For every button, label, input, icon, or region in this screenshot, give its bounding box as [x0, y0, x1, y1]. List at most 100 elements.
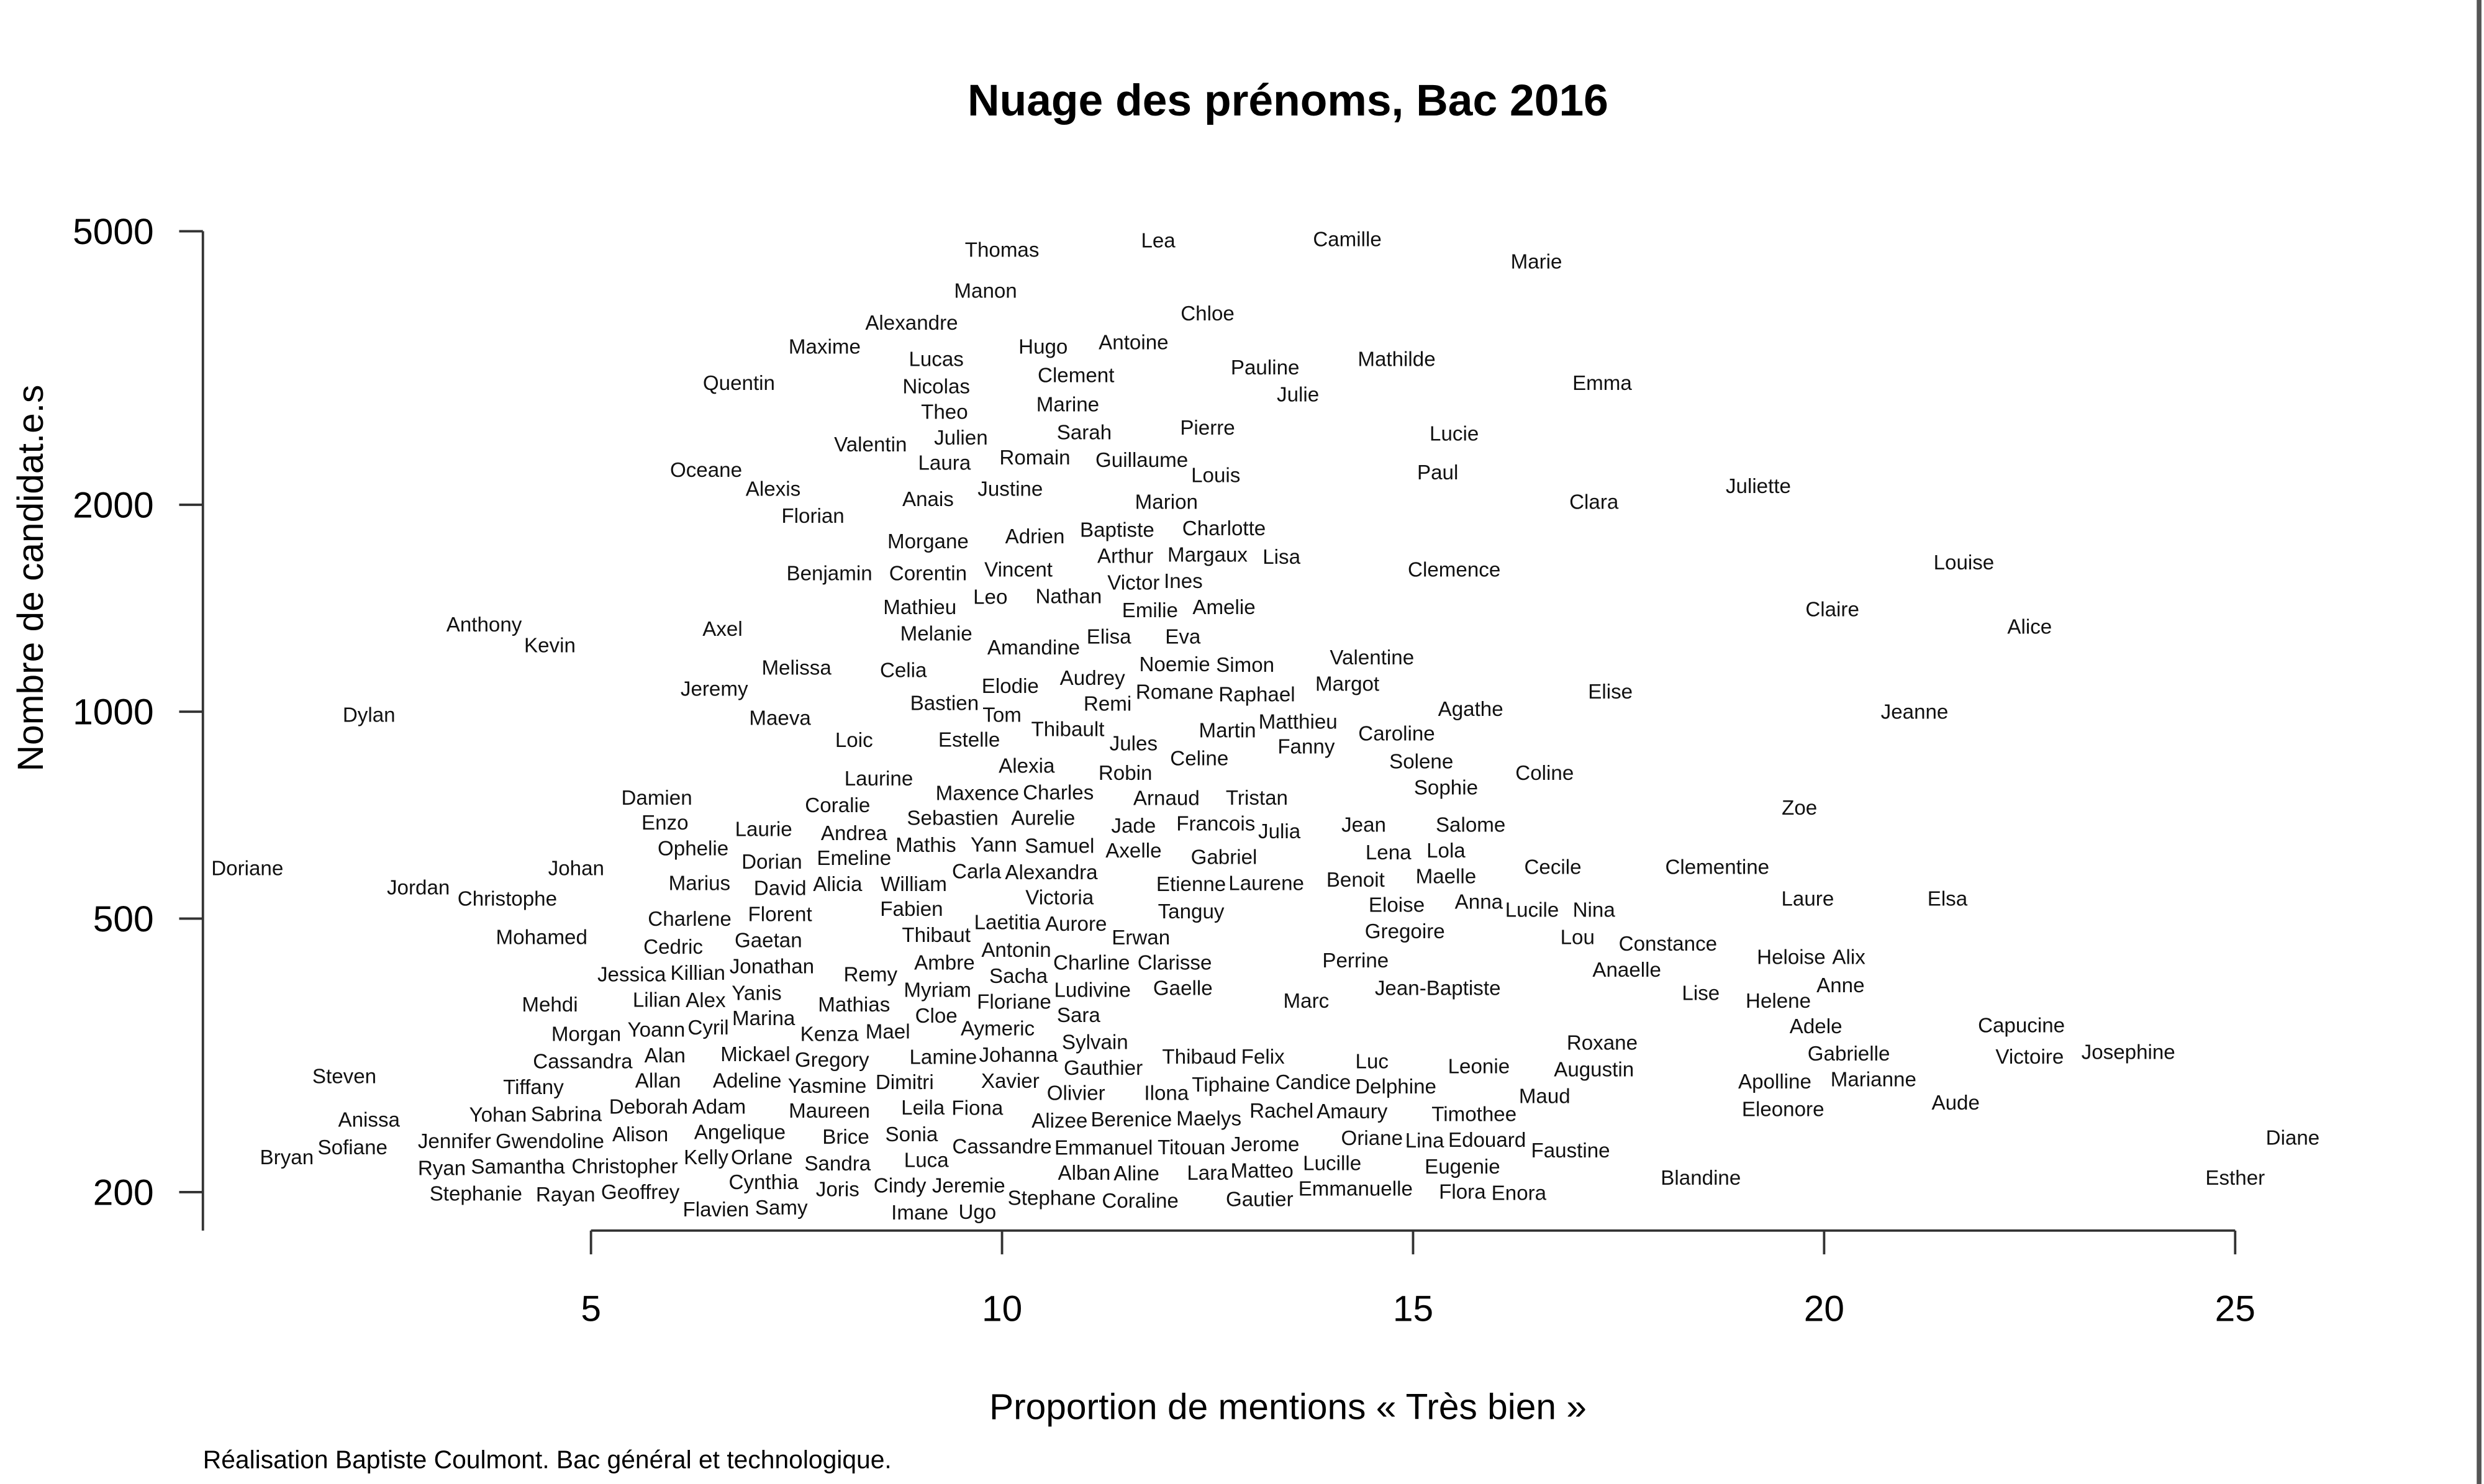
- caption: Réalisation Baptiste Coulmont. Bac génér…: [203, 1445, 892, 1473]
- name-label: Esther: [2205, 1167, 2265, 1190]
- name-label: Johanna: [979, 1044, 1058, 1067]
- name-label: Julie: [1277, 383, 1319, 406]
- name-label: Cassandre: [952, 1135, 1051, 1158]
- name-label: Quentin: [703, 372, 775, 395]
- name-label: Killian: [671, 962, 725, 985]
- name-label: Alice: [2007, 616, 2052, 639]
- name-label: Fiona: [951, 1097, 1003, 1120]
- name-label: Anaelle: [1592, 959, 1661, 982]
- name-label: Laurene: [1228, 872, 1304, 895]
- y-tick-label: 500: [93, 899, 154, 939]
- name-label: Morgane: [887, 530, 969, 553]
- name-label: Alexandre: [865, 312, 958, 335]
- name-label: Aude: [1931, 1092, 1979, 1115]
- name-label: Adeline: [713, 1069, 782, 1092]
- name-label: Marius: [669, 872, 730, 895]
- name-label: Deborah: [609, 1096, 688, 1119]
- name-label: Alexandra: [1005, 861, 1098, 884]
- name-label: Dylan: [343, 704, 396, 726]
- name-labels: Thomas Lea Camille Marie Manon Chloe Alexandre…: [211, 228, 2319, 1225]
- y-tick-label: 200: [93, 1172, 154, 1213]
- x-tick-label: 25: [2215, 1288, 2255, 1329]
- name-label: Jonathan: [730, 955, 814, 978]
- name-label: Nathan: [1035, 586, 1102, 609]
- name-label: Marc: [1284, 990, 1330, 1013]
- name-label: Maureen: [789, 1100, 870, 1123]
- name-label: Jade: [1111, 815, 1156, 838]
- name-label: Yasmine: [788, 1075, 866, 1098]
- name-label: Lina: [1405, 1129, 1444, 1152]
- name-label: Lucille: [1303, 1152, 1361, 1175]
- name-label: Agathe: [1438, 698, 1503, 721]
- name-label: Xavier: [981, 1070, 1040, 1093]
- name-label: Lena: [1366, 841, 1412, 864]
- name-label: Ugo: [958, 1201, 996, 1224]
- name-label: Christopher: [571, 1156, 678, 1179]
- name-label: Manon: [954, 279, 1017, 302]
- name-label: Lea: [1141, 230, 1176, 253]
- name-label: Ambre: [914, 951, 975, 974]
- name-label: Capucine: [1978, 1014, 2065, 1037]
- name-label: Emma: [1572, 372, 1632, 395]
- name-label: Jean-Baptiste: [1375, 977, 1501, 1000]
- name-label: Laura: [918, 451, 971, 474]
- name-label: Justine: [977, 478, 1043, 501]
- name-label: Laure: [1782, 887, 1834, 910]
- name-label: Alexia: [999, 754, 1055, 777]
- name-label: Heloise: [1757, 946, 1826, 969]
- name-label: Mathias: [818, 993, 890, 1016]
- name-label: Erwan: [1112, 926, 1170, 949]
- x-tick-label: 5: [581, 1288, 601, 1329]
- name-label: Sophie: [1414, 776, 1478, 799]
- name-label: Thibaud: [1162, 1046, 1236, 1069]
- name-label: Charline: [1053, 952, 1130, 975]
- name-label: Alex: [686, 989, 726, 1012]
- name-label: Mehdi: [522, 993, 578, 1016]
- name-label: Elsa: [1928, 887, 1968, 910]
- name-label: Constance: [1619, 933, 1717, 956]
- name-label: Anne: [1816, 974, 1864, 997]
- name-label: Samy: [755, 1197, 808, 1219]
- name-label: Charlene: [648, 908, 732, 931]
- name-label: Cedric: [643, 936, 703, 959]
- name-label: Charles: [1023, 781, 1094, 804]
- name-label: Margaux: [1167, 543, 1248, 566]
- x-tick-label: 10: [982, 1288, 1022, 1329]
- name-label: Sacha: [989, 965, 1048, 988]
- name-label: Eugenie: [1425, 1156, 1500, 1179]
- name-label: Margot: [1315, 673, 1379, 696]
- name-label: Zoe: [1782, 797, 1817, 820]
- name-label: Cyril: [687, 1016, 728, 1039]
- name-label: Doriane: [211, 857, 283, 880]
- name-label: Luca: [904, 1149, 949, 1172]
- name-label: Maud: [1519, 1085, 1571, 1108]
- name-label: Imane: [891, 1201, 948, 1224]
- name-label: Cecile: [1524, 856, 1581, 879]
- name-label: Sylvain: [1062, 1031, 1128, 1054]
- y-tick-label: 5000: [73, 212, 154, 252]
- name-label: Lucile: [1505, 899, 1559, 922]
- name-label: Alexis: [746, 478, 800, 501]
- name-label: Oriane: [1341, 1127, 1403, 1150]
- name-label: Adele: [1790, 1015, 1843, 1038]
- name-label: Florian: [781, 505, 844, 528]
- name-label: Benoit: [1326, 869, 1385, 892]
- name-label: Eva: [1165, 626, 1201, 649]
- name-label: Candice: [1276, 1071, 1351, 1094]
- name-label: Camille: [1313, 228, 1382, 251]
- name-label: Timothee: [1431, 1103, 1516, 1126]
- name-label: Thibaut: [902, 924, 971, 947]
- name-label: Elodie: [982, 675, 1039, 698]
- name-label: Brice: [822, 1126, 869, 1149]
- name-label: Jessica: [597, 963, 666, 986]
- name-label: Ines: [1164, 570, 1203, 593]
- name-label: Lucas: [909, 348, 963, 371]
- name-label: Andrea: [821, 822, 887, 845]
- name-label: Damien: [621, 787, 692, 810]
- name-label: Faustine: [1531, 1139, 1610, 1162]
- name-label: Olivier: [1047, 1082, 1105, 1105]
- name-label: Alicia: [813, 873, 863, 896]
- name-label: Aurore: [1045, 913, 1107, 936]
- name-label: Flavien: [682, 1198, 749, 1221]
- name-label: Victor: [1107, 572, 1159, 595]
